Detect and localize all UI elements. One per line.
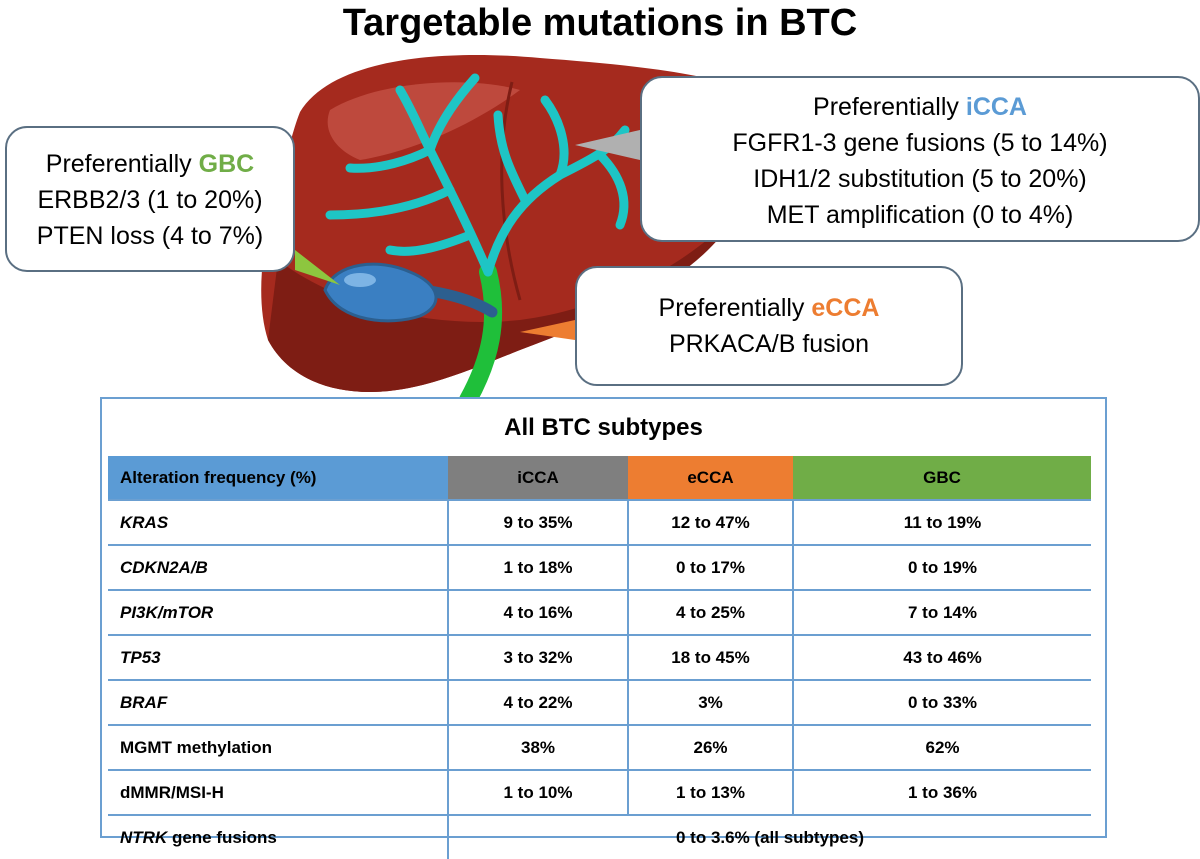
header-icca: iCCA: [448, 456, 628, 500]
cell-gbc: 11 to 19%: [793, 499, 1091, 545]
liver-shadow: [268, 215, 735, 392]
cell-gbc: 62%: [793, 724, 1091, 770]
header-gbc: GBC: [793, 456, 1091, 500]
table-row: CDKN2A/B 1 to 18% 0 to 17% 0 to 19%: [108, 544, 1091, 590]
cell-gbc: 1 to 36%: [793, 769, 1091, 815]
cell-ecca: 0 to 17%: [628, 544, 794, 590]
callout-icca-line: FGFR1-3 gene fusions (5 to 14%): [732, 129, 1108, 157]
row-label: PI3K/mTOR: [108, 589, 449, 635]
table-row: NTRK gene fusions 0 to 3.6% (all subtype…: [108, 814, 1091, 859]
table-row: MGMT methylation 38% 26% 62%: [108, 724, 1091, 770]
header-ecca: eCCA: [628, 456, 793, 500]
table-row: BRAF 4 to 22% 3% 0 to 33%: [108, 679, 1091, 725]
liver-highlight: [327, 82, 520, 160]
icca-pointer: [575, 130, 640, 160]
row-label: NTRK gene fusions: [108, 814, 449, 859]
row-label: CDKN2A/B: [108, 544, 449, 590]
table-title: All BTC subtypes: [504, 414, 703, 441]
cell-icca: 9 to 35%: [448, 499, 629, 545]
table-row: PI3K/mTOR 4 to 16% 4 to 25% 7 to 14%: [108, 589, 1091, 635]
cell-icca: 3 to 32%: [448, 634, 629, 680]
callout-icca-heading: Preferentially iCCA: [813, 93, 1027, 121]
header-alteration: Alteration frequency (%): [108, 456, 448, 500]
callout-icca-line: MET amplification (0 to 4%): [766, 201, 1074, 229]
cell-ecca: 4 to 25%: [628, 589, 794, 635]
callout-gbc-line: ERBB2/3 (1 to 20%): [37, 186, 263, 214]
row-label: MGMT methylation: [108, 724, 449, 770]
callout-ecca-line: PRKACA/B fusion: [668, 330, 870, 358]
cell-ecca: 3%: [628, 679, 794, 725]
cell-ecca: 1 to 13%: [628, 769, 794, 815]
callout-icca: Preferentially iCCA FGFR1-3 gene fusions…: [640, 76, 1200, 242]
table-row: dMMR/MSI-H 1 to 10% 1 to 13% 1 to 36%: [108, 769, 1091, 815]
liver-lobe-line: [500, 81, 522, 301]
ecca-pointer: [520, 320, 575, 340]
cell-icca: 4 to 22%: [448, 679, 629, 725]
cell-icca: 4 to 16%: [448, 589, 629, 635]
intrahepatic-ducts: [325, 73, 630, 277]
table-row: TP53 3 to 32% 18 to 45% 43 to 46%: [108, 634, 1091, 680]
gbc-highlight: GBC: [198, 150, 255, 178]
row-label: TP53: [108, 634, 449, 680]
row-label: BRAF: [108, 679, 449, 725]
icca-highlight: iCCA: [965, 93, 1027, 121]
cell-ecca: 18 to 45%: [628, 634, 794, 680]
cell-icca: 38%: [448, 724, 629, 770]
cell-gbc: 7 to 14%: [793, 589, 1091, 635]
cell-icca: 1 to 18%: [448, 544, 629, 590]
row-label: dMMR/MSI-H: [108, 769, 449, 815]
callout-gbc-heading: Preferentially GBC: [45, 150, 255, 178]
cell-gbc: 43 to 46%: [793, 634, 1091, 680]
callout-icca-line: IDH1/2 substitution (5 to 20%): [753, 165, 1087, 193]
table-header-row: Alteration frequency (%) iCCA eCCA GBC: [108, 456, 1091, 500]
ecca-highlight: eCCA: [811, 294, 880, 322]
cell-all-subtypes: 0 to 3.6% (all subtypes): [448, 814, 1091, 859]
alteration-table: Alteration frequency (%) iCCA eCCA GBC K…: [108, 456, 1091, 859]
cell-ecca: 12 to 47%: [628, 499, 794, 545]
callout-gbc-line: PTEN loss (4 to 7%): [36, 222, 264, 250]
gbc-pointer: [295, 250, 340, 285]
table-row: KRAS 9 to 35% 12 to 47% 11 to 19%: [108, 499, 1091, 545]
callout-gbc: Preferentially GBC ERBB2/3 (1 to 20%) PT…: [5, 126, 295, 272]
cell-ecca: 26%: [628, 724, 794, 770]
callout-ecca: Preferentially eCCA PRKACA/B fusion: [575, 266, 963, 386]
common-bile-duct: [459, 263, 503, 409]
cell-icca: 1 to 10%: [448, 769, 629, 815]
row-label: KRAS: [108, 499, 449, 545]
figure-title: Targetable mutations in BTC: [342, 2, 858, 44]
cell-gbc: 0 to 19%: [793, 544, 1091, 590]
callout-ecca-heading: Preferentially eCCA: [658, 294, 880, 322]
subtype-table-panel: All BTC subtypes Alteration frequency (%…: [100, 397, 1107, 859]
cell-gbc: 0 to 33%: [793, 679, 1091, 725]
